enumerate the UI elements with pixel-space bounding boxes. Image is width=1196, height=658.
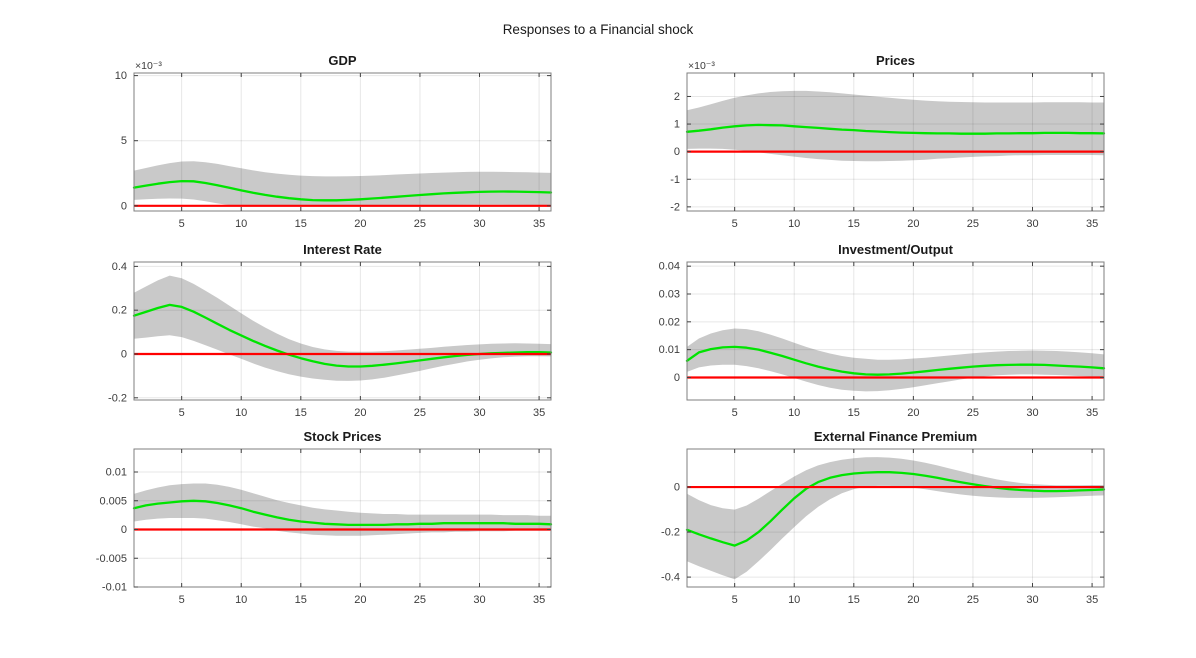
y-tick-label: 0 [121,200,127,212]
mean-response-line [132,179,553,202]
figure-title: Responses to a Financial shock [502,22,694,37]
y-tick-label: 0.2 [112,305,127,317]
x-tick-label: 20 [354,218,366,230]
x-tick-label: 35 [1086,594,1098,606]
y-tick-label: 10 [115,70,127,82]
confidence-band [687,457,1104,580]
prices-plot: 5 10 15 20 25 30 35 -2 -1 0 1 2 [670,72,1106,230]
x-tick-label: 30 [1026,218,1038,230]
x-tick-label: 30 [1026,594,1038,606]
x-tick-label: 10 [235,407,247,419]
axes-box [686,448,1105,588]
x-tick-label: 35 [533,407,545,419]
mean-response-line [685,471,1106,547]
x-tick-label: 5 [732,407,738,419]
x-tick-label: 10 [788,218,800,230]
y-tick-label: 2 [674,91,680,103]
y-tick-label: 0 [674,372,680,384]
y-tick-label: -0.2 [661,527,680,539]
axes-box [133,72,552,212]
axes-box [133,261,552,401]
gdp-plot: 5 10 15 20 25 30 35 0 5 10 [115,70,553,230]
y-tick-label: 0.01 [106,467,127,479]
subplot-title-gdp: GDP [328,53,357,68]
subplot-title-interest-rate: Interest Rate [303,242,382,257]
y-tick-label: -2 [670,201,680,213]
confidence-band [134,161,551,206]
axes-box [133,448,552,588]
y-axis-exponent-label: ×10⁻³ [135,60,162,72]
y-tick-label: -1 [670,174,680,186]
stock-prices-plot: 5 10 15 20 25 30 35 -0.01 -0.005 0 0.005 0.01 [96,448,553,606]
y-tick-label: 0 [121,524,127,536]
axes-box [686,72,1105,212]
x-tick-label: 15 [848,594,860,606]
y-tick-label: 0 [674,146,680,158]
x-tick-label: 30 [473,218,485,230]
x-tick-label: 20 [907,218,919,230]
mean-response-line [132,499,553,527]
subplot-title-prices: Prices [875,53,916,68]
x-tick-label: 15 [848,218,860,230]
x-tick-label: 30 [1026,407,1038,419]
x-tick-label: 35 [533,594,545,606]
x-tick-label: 5 [179,407,185,419]
subplot-title-stock-prices: Stock Prices [303,429,382,444]
confidence-band [687,328,1104,392]
x-tick-label: 35 [1086,407,1098,419]
external-finance-premium-plot: 5 10 15 20 25 30 35 -0.4 -0.2 0 [661,448,1106,606]
x-tick-label: 15 [848,407,860,419]
subplot-title-investment-output: Investment/Output [838,242,953,257]
y-tick-label: 0.02 [659,316,680,328]
x-tick-label: 25 [967,594,979,606]
x-tick-label: 25 [414,594,426,606]
y-tick-label: 5 [121,135,127,147]
y-tick-label: -0.2 [108,392,127,404]
x-tick-label: 25 [967,218,979,230]
y-tick-label: 0.04 [659,261,680,273]
y-tick-label: 1 [674,119,680,131]
interest-rate-plot: 5 10 15 20 25 30 35 -0.2 0 0.2 0.4 [108,261,553,419]
x-tick-label: 20 [354,594,366,606]
x-tick-label: 25 [414,218,426,230]
x-tick-label: 15 [295,218,307,230]
x-tick-label: 30 [473,407,485,419]
y-tick-label: 0 [674,482,680,494]
investment-output-plot: 5 10 15 20 25 30 35 0 0.01 0.02 0.03 0.04 [659,261,1106,419]
x-tick-label: 10 [235,594,247,606]
axes-box [686,261,1105,401]
x-tick-label: 25 [414,407,426,419]
y-tick-label: 0.005 [99,495,127,507]
subplot-title-external-finance-premium: External Finance Premium [813,429,978,444]
x-tick-label: 15 [295,594,307,606]
mean-response-line [685,123,1106,135]
x-tick-label: 5 [179,594,185,606]
y-tick-label: 0.01 [659,344,680,356]
mean-response-line [685,345,1106,376]
x-tick-label: 20 [907,407,919,419]
y-tick-label: 0.03 [659,289,680,301]
x-tick-label: 35 [533,218,545,230]
x-tick-label: 35 [1086,218,1098,230]
y-axis-exponent-label: ×10⁻³ [688,60,715,72]
x-tick-label: 25 [967,407,979,419]
x-tick-label: 30 [473,594,485,606]
confidence-band [134,483,551,536]
confidence-band [687,90,1104,162]
x-tick-label: 10 [788,594,800,606]
x-tick-label: 20 [354,407,366,419]
y-tick-label: 0.4 [112,261,127,273]
x-tick-label: 10 [788,407,800,419]
y-tick-label: -0.005 [96,553,127,565]
x-tick-label: 20 [907,594,919,606]
x-tick-label: 10 [235,218,247,230]
y-tick-label: -0.01 [102,582,127,594]
x-tick-label: 5 [732,594,738,606]
y-tick-label: 0 [121,349,127,361]
x-tick-label: 5 [732,218,738,230]
x-tick-label: 15 [295,407,307,419]
x-tick-label: 5 [179,218,185,230]
y-tick-label: -0.4 [661,572,680,584]
